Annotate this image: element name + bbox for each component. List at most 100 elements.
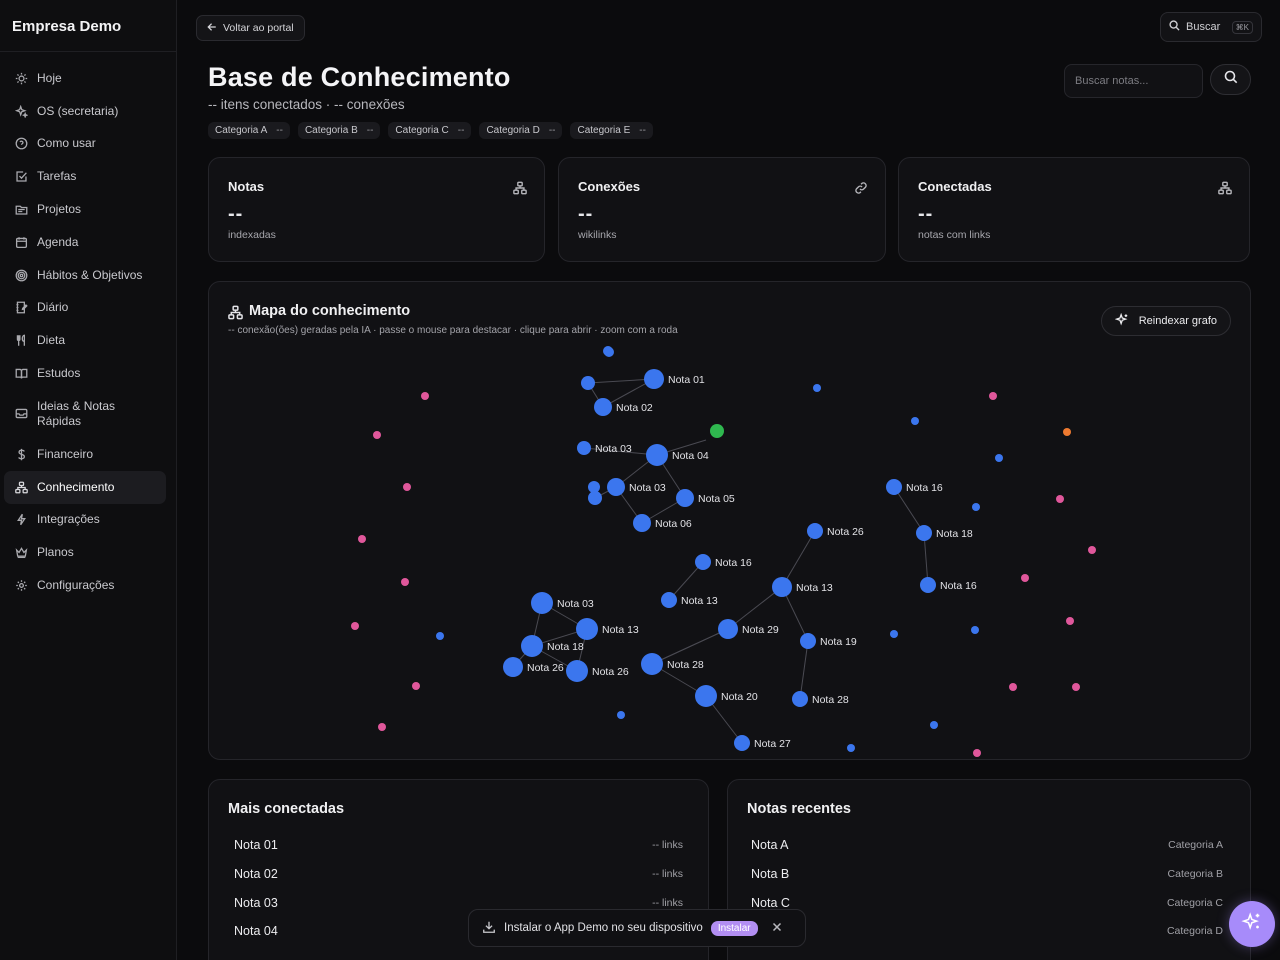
graph-node[interactable] <box>633 514 651 532</box>
install-button[interactable]: Instalar <box>710 920 758 936</box>
category-chip[interactable]: Categoria B -- <box>297 122 381 139</box>
sidebar-item-ideias[interactable]: Ideias & Notas Rápidas <box>4 390 166 438</box>
sidebar-item-estudos[interactable]: Estudos <box>4 357 166 390</box>
graph-node[interactable] <box>772 577 792 597</box>
list-item[interactable]: Nota 04 <box>234 921 683 941</box>
graph-node[interactable] <box>792 691 808 707</box>
graph-node[interactable] <box>531 592 553 614</box>
graph-node-unlabeled[interactable] <box>421 392 429 400</box>
graph-node[interactable] <box>566 660 588 682</box>
list-item[interactable]: Categoria D <box>751 921 1223 941</box>
graph-node-unlabeled[interactable] <box>995 454 1003 462</box>
list-item[interactable]: Nota A Categoria A <box>751 835 1223 855</box>
knowledge-graph[interactable]: Nota 01 Nota 02 Nota 03 Nota 04 Nota 03 Nota … <box>209 282 1251 760</box>
sidebar-item-conhecimento[interactable]: Conhecimento <box>4 470 166 504</box>
graph-node-unlabeled[interactable] <box>1063 428 1071 436</box>
graph-node-unlabeled[interactable] <box>617 711 625 719</box>
list-item[interactable]: Nota 01 -- links <box>234 835 683 855</box>
graph-node[interactable] <box>695 685 717 707</box>
graph-node[interactable] <box>718 619 738 639</box>
graph-node-unlabeled[interactable] <box>358 535 366 543</box>
graph-node-unlabeled[interactable] <box>588 491 602 505</box>
graph-node-label: Nota 26 <box>592 666 629 678</box>
graph-node-unlabeled[interactable] <box>1066 617 1074 625</box>
graph-node-unlabeled[interactable] <box>378 723 386 731</box>
graph-node[interactable] <box>576 618 598 640</box>
category-chip[interactable]: Categoria A -- <box>208 122 290 139</box>
sidebar-item-configuracoes[interactable]: Configurações <box>4 569 166 602</box>
graph-node-unlabeled[interactable] <box>847 744 855 752</box>
sidebar-item-os[interactable]: OS (secretaria) <box>4 95 166 128</box>
graph-node-unlabeled[interactable] <box>973 749 981 757</box>
graph-node[interactable] <box>644 369 664 389</box>
graph-node[interactable] <box>661 592 677 608</box>
sidebar-item-agenda[interactable]: Agenda <box>4 226 166 259</box>
graph-node-unlabeled[interactable] <box>710 424 724 438</box>
sidebar-item-como-usar[interactable]: Como usar <box>4 128 166 161</box>
graph-node[interactable] <box>577 441 591 455</box>
graph-node[interactable] <box>521 635 543 657</box>
graph-node[interactable] <box>734 735 750 751</box>
graph-node[interactable] <box>503 657 523 677</box>
graph-node-unlabeled[interactable] <box>1072 683 1080 691</box>
category-chip[interactable]: Categoria E -- <box>570 122 653 139</box>
graph-node-unlabeled[interactable] <box>373 431 381 439</box>
graph-node-unlabeled[interactable] <box>890 630 898 638</box>
stat-title: Notas <box>228 179 265 194</box>
notes-search-button[interactable] <box>1210 64 1251 95</box>
graph-node-unlabeled[interactable] <box>401 578 409 586</box>
category-chip[interactable]: Categoria C -- <box>388 122 472 139</box>
graph-node-unlabeled[interactable] <box>971 626 979 634</box>
sidebar-item-financeiro[interactable]: Financeiro <box>4 438 166 471</box>
notes-search-input[interactable] <box>1064 64 1203 98</box>
sidebar-item-label: Conhecimento <box>37 479 115 494</box>
reindex-graph-button[interactable]: Reindexar grafo <box>1100 306 1231 336</box>
graph-node[interactable] <box>594 398 612 416</box>
graph-node[interactable] <box>641 653 663 675</box>
graph-node[interactable] <box>676 489 694 507</box>
graph-node-unlabeled[interactable] <box>436 632 444 640</box>
graph-node[interactable] <box>646 444 668 466</box>
sidebar-item-hoje[interactable]: Hoje <box>4 62 166 95</box>
close-icon[interactable] <box>772 922 782 935</box>
list-item[interactable]: Nota B Categoria B <box>751 864 1223 884</box>
graph-node-unlabeled[interactable] <box>972 503 980 511</box>
sidebar-item-dieta[interactable]: Dieta <box>4 324 166 357</box>
graph-node-unlabeled[interactable] <box>930 721 938 729</box>
graph-node-unlabeled[interactable] <box>581 376 595 390</box>
graph-node[interactable] <box>607 478 625 496</box>
graph-node[interactable] <box>886 479 902 495</box>
back-to-portal-button[interactable]: Voltar ao portal <box>196 15 305 41</box>
sidebar-item-tarefas[interactable]: Tarefas <box>4 160 166 193</box>
arrow-left-icon <box>207 22 217 35</box>
install-app-toast: Instalar o App Demo no seu dispositivo I… <box>468 909 806 947</box>
graph-node[interactable] <box>916 525 932 541</box>
graph-node-unlabeled[interactable] <box>1021 574 1029 582</box>
list-item[interactable]: Nota 02 -- links <box>234 864 683 884</box>
graph-node-unlabeled[interactable] <box>1088 546 1096 554</box>
sidebar-item-integracoes[interactable]: Integrações <box>4 504 166 537</box>
graph-node[interactable] <box>800 633 816 649</box>
sidebar-item-habitos[interactable]: Hábitos & Objetivos <box>4 259 166 292</box>
list-item[interactable]: Nota C Categoria C <box>751 893 1223 913</box>
graph-node-unlabeled[interactable] <box>412 682 420 690</box>
ai-assistant-button[interactable] <box>1229 901 1275 947</box>
graph-node[interactable] <box>695 554 711 570</box>
graph-node-unlabeled[interactable] <box>403 483 411 491</box>
category-chip[interactable]: Categoria D -- <box>479 122 563 139</box>
sidebar-item-planos[interactable]: Planos <box>4 536 166 569</box>
graph-node-unlabeled[interactable] <box>911 417 919 425</box>
graph-node[interactable] <box>807 523 823 539</box>
graph-node-unlabeled[interactable] <box>588 481 600 493</box>
graph-node[interactable] <box>920 577 936 593</box>
global-search-button[interactable]: Buscar ⌘K <box>1160 12 1262 42</box>
sidebar-item-diario[interactable]: Diário <box>4 292 166 325</box>
graph-node-unlabeled[interactable] <box>989 392 997 400</box>
sidebar-item-projetos[interactable]: Projetos <box>4 193 166 226</box>
graph-node-unlabeled[interactable] <box>1056 495 1064 503</box>
graph-node-unlabeled[interactable] <box>351 622 359 630</box>
graph-node-unlabeled[interactable] <box>813 384 821 392</box>
list-item[interactable]: Nota 03 -- links <box>234 893 683 913</box>
graph-node-unlabeled[interactable] <box>1009 683 1017 691</box>
graph-node-unlabeled[interactable] <box>603 346 613 356</box>
